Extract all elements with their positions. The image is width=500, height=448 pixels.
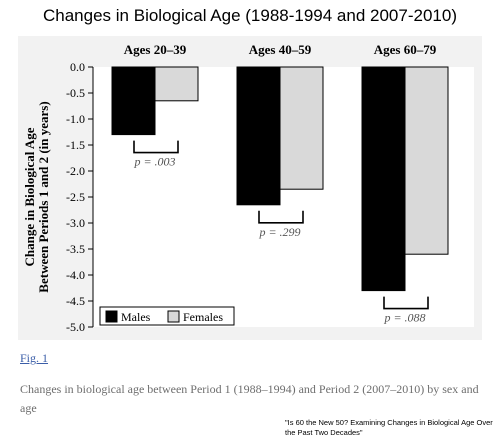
category-label: Ages 40–59 xyxy=(249,42,312,57)
figure-link[interactable]: Fig. 1 xyxy=(20,351,49,365)
category-label: Ages 20–39 xyxy=(124,42,187,57)
bar-females-2 xyxy=(279,66,324,190)
bar-males-2 xyxy=(236,66,281,206)
category-label: Ages 60–79 xyxy=(374,42,437,57)
bar-chart: 0.0 -0.5 -1.0 -1.5 -2.0 -2.5 -3.0 -3.5 -4.0 -4.5 -… xyxy=(22,42,474,334)
p-value-annotation: p = .003 xyxy=(133,155,175,169)
legend-label-females: Females xyxy=(183,310,223,324)
figure-panel: 0.0 -0.5 -1.0 -1.5 -2.0 -2.5 -3.0 -3.5 -4.0 -4.5 -… xyxy=(18,36,482,340)
source-citation: "Is 60 the New 50? Examining Changes in … xyxy=(285,418,493,437)
significance-bracket xyxy=(133,140,179,154)
y-tick-label: -1.0 xyxy=(66,112,85,126)
legend-swatch-females xyxy=(167,310,180,323)
y-axis-label: Between Periods 1 and 2 (in years) xyxy=(36,101,51,292)
y-tick-label: -3.0 xyxy=(66,216,85,230)
legend-box xyxy=(99,306,235,326)
y-tick-label: 0.0 xyxy=(70,60,85,74)
y-tick-label: -2.5 xyxy=(66,190,85,204)
legend-swatch-males xyxy=(105,310,118,323)
y-tick-label: -5.0 xyxy=(66,320,85,334)
significance-bracket xyxy=(258,210,304,224)
bar-males-1 xyxy=(111,66,156,136)
significance-bracket xyxy=(383,296,429,310)
p-value-annotation: p = .088 xyxy=(383,311,425,325)
y-tick-label: -1.5 xyxy=(66,138,85,152)
y-tick-label: -4.5 xyxy=(66,294,85,308)
figure-caption: Changes in biological age between Period… xyxy=(20,382,479,415)
y-tick-label: -2.0 xyxy=(66,164,85,178)
y-tick-label: -3.5 xyxy=(66,242,85,256)
bar-females-3 xyxy=(404,66,449,255)
bar-males-3 xyxy=(361,66,406,292)
y-axis-label: Change in Biological Age xyxy=(22,127,37,266)
y-tick-label: -0.5 xyxy=(66,86,85,100)
legend-label-males: Males xyxy=(121,310,151,324)
y-tick-label: -4.0 xyxy=(66,268,85,282)
bar-females-1 xyxy=(154,66,199,102)
page-title: Changes in Biological Age (1988-1994 and… xyxy=(43,6,457,25)
p-value-annotation: p = .299 xyxy=(258,225,300,239)
